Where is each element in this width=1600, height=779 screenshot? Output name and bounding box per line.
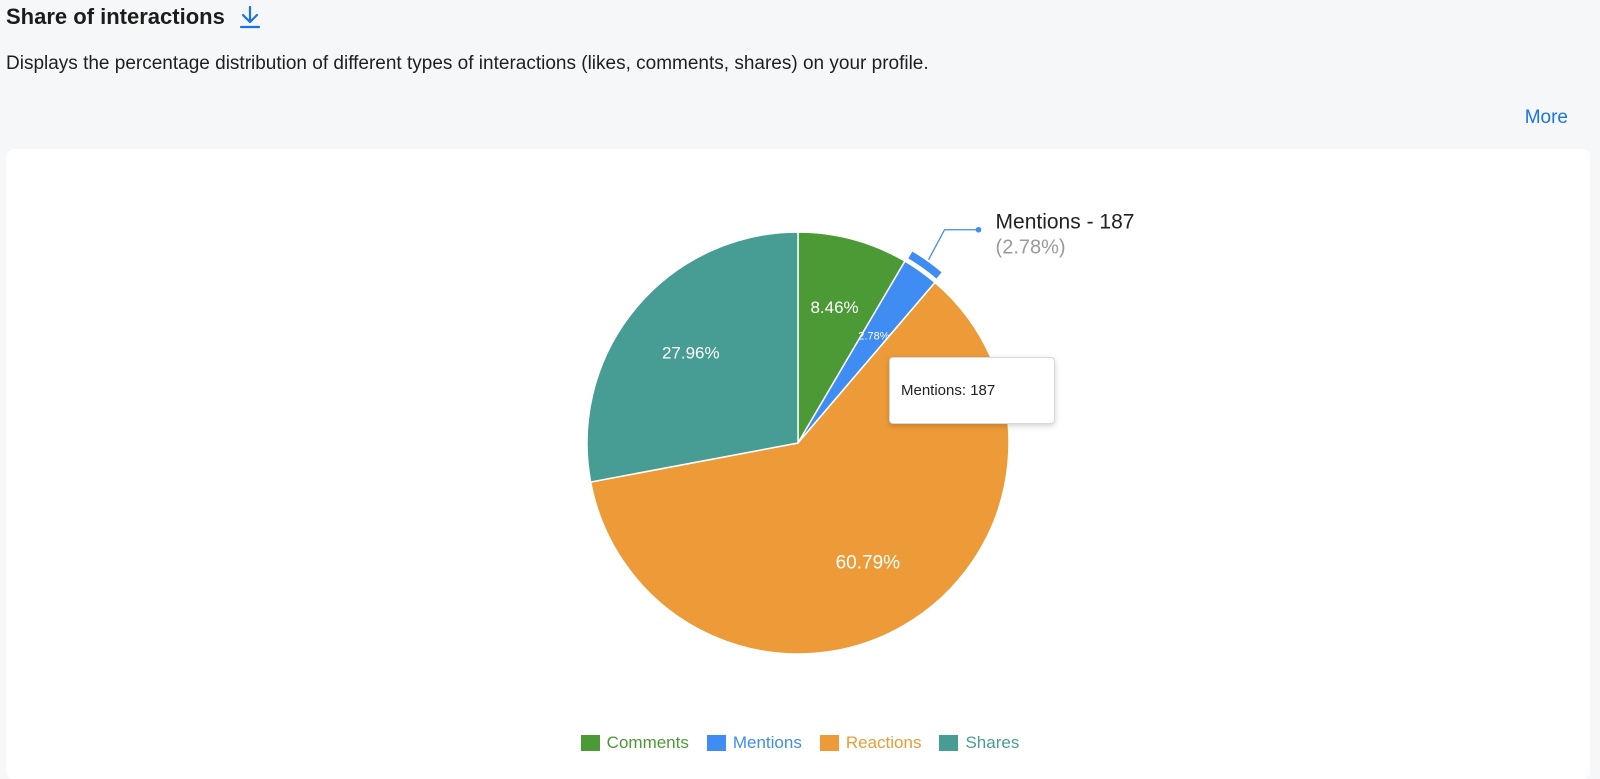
pie-slice-shares[interactable] (586, 231, 799, 483)
pie-label-shares: 27.96% (662, 344, 720, 363)
callout-percent: (2.78%) (996, 237, 1066, 259)
pie-slice-highlight-ring (908, 251, 942, 279)
legend-item-comments[interactable]: Comments (580, 733, 689, 753)
pie-label-reactions: 60.79% (836, 552, 901, 573)
legend-label: Shares (965, 733, 1020, 752)
legend-swatch (706, 735, 726, 751)
legend-item-shares[interactable]: Shares (939, 733, 1019, 753)
download-icon[interactable] (237, 4, 263, 30)
tooltip-text: Mentions: 187 (901, 382, 996, 399)
chart-legend: Comments Mentions Reactions Shares (0, 733, 1600, 753)
callout-label: Mentions - 187 (996, 211, 1135, 234)
section-description: Displays the percentage distribution of … (6, 53, 929, 74)
callout-leader-line (927, 229, 979, 261)
legend-label: Comments (606, 733, 689, 752)
more-link[interactable]: More (1524, 107, 1568, 128)
legend-item-reactions[interactable]: Reactions (819, 733, 922, 753)
legend-swatch (939, 735, 959, 751)
legend-swatch (819, 735, 839, 751)
section-title: Share of interactions (6, 4, 225, 29)
chart-tooltip: Mentions: 187 (889, 357, 1055, 424)
pie-label-comments: 8.46% (810, 298, 858, 317)
legend-item-mentions[interactable]: Mentions (706, 733, 802, 753)
legend-label: Mentions (732, 733, 802, 752)
callout-dot (975, 226, 982, 233)
section-header: Share of interactions (6, 4, 263, 30)
legend-label: Reactions (845, 733, 922, 752)
legend-swatch (580, 735, 600, 751)
pie-label-mentions: 2.78% (858, 330, 889, 342)
pie-slice-comments[interactable] (797, 231, 906, 446)
